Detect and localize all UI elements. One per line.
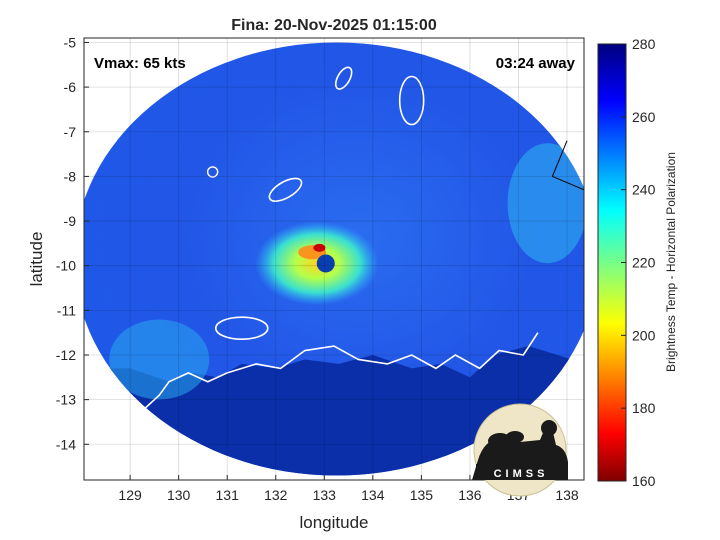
colorbar-tick-label: 260 [632,109,656,125]
colorbar-tick-label: 200 [632,327,656,343]
y-tick-label: -5 [64,34,77,50]
y-tick-label: -13 [56,392,76,408]
map-plot-area [84,38,584,480]
eta-label: 03:24 away [496,55,576,72]
x-tick-label: 134 [361,487,385,503]
plot-frame [83,37,585,481]
melville-island [214,316,269,341]
australia-north-coast [134,332,539,419]
cimss-logo-text: CIMSS [494,468,549,480]
eastern-band [507,143,584,264]
colorbar-tick-label: 240 [632,182,656,198]
vmax-label: Vmax: 65 kts [94,55,186,72]
x-tick-label: 131 [216,487,240,503]
x-tick-label: 130 [167,487,191,503]
colorbar-tick-label: 220 [632,255,656,271]
x-tick-label: 136 [458,487,482,503]
colorbar-tick-label: 280 [632,36,656,52]
x-tick-label: 133 [313,487,337,503]
colorbar-label: Brightness Temp - Horizontal Polarizatio… [664,152,678,372]
y-tick-label: -14 [56,436,76,452]
cimss-logo: CIMSS [472,403,568,497]
australia-west-coast [110,417,141,454]
y-tick-label: -9 [64,213,77,229]
grid-lines [84,38,584,480]
y-tick-label: -10 [56,258,76,274]
storm-eye [316,254,335,273]
y-tick-label: -12 [56,347,76,363]
y-tick-label: -7 [64,124,77,140]
colorbar: 280 260 240 220 200 180 160 Brightness Temp - … [597,36,678,489]
aru-islands [398,75,425,126]
island-kai [334,66,353,90]
y-axis: -5 -6 -7 -8 -9 -10 -11 -12 -13 -14 [56,34,89,452]
colorbar-tick-label: 160 [632,473,656,489]
colorbar-ticks: 280 260 240 220 200 180 160 [621,36,656,489]
coastal-band [109,319,210,400]
x-axis-label: longitude [299,513,368,532]
x-tick-label: 138 [555,487,579,503]
microwave-swath [84,42,584,476]
island-north [268,177,303,202]
x-tick-label: 129 [118,487,142,503]
x-tick-label: 132 [264,487,288,503]
convection-peak [313,243,326,252]
y-tick-label: -11 [57,302,76,318]
chart-title: Fina: 20-Nov-2025 01:15:00 [231,17,437,34]
x-tick-label: 135 [410,487,434,503]
new-guinea-outside [551,140,584,191]
colorbar-tick-label: 180 [632,400,656,416]
y-tick-label: -6 [64,79,77,95]
y-axis-label: latitude [27,232,46,287]
small-island [206,166,219,178]
y-tick-label: -8 [64,168,77,184]
